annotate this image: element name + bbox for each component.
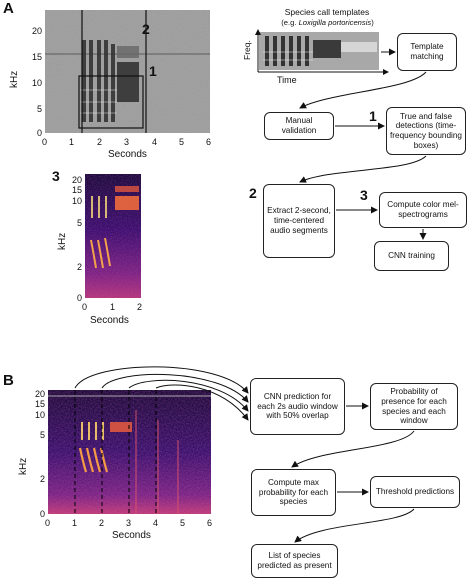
a-xtick-2: 2 (97, 137, 103, 147)
template-spectrogram (259, 32, 379, 70)
box-mel-spectrograms: Compute color mel-spectrograms (379, 192, 467, 228)
box-template-matching: Template matching (397, 33, 457, 71)
mel-spectrogram-b (48, 390, 211, 514)
s-xlabel: Seconds (90, 315, 129, 326)
a-xlabel: Seconds (108, 149, 147, 160)
a-xtick-0: 0 (42, 137, 48, 147)
a-xtick-1: 1 (69, 137, 75, 147)
box-extract-segments: Extract 2-second, time-centered audio se… (263, 184, 335, 258)
gray-spectrogram (45, 10, 210, 133)
b-xtick-2: 2 (99, 518, 105, 528)
b-ytick-5: 5 (39, 430, 45, 440)
a-ytick-15: 15 (31, 52, 42, 62)
s-xtick-2: 2 (137, 302, 143, 312)
a-xtick-5: 5 (179, 137, 185, 147)
a-ytick-5: 5 (36, 104, 42, 114)
box-cnn-training: CNN training (374, 241, 449, 271)
b-xtick-4: 4 (153, 518, 159, 528)
box-detections: True and false detections (time-frequenc… (386, 107, 466, 155)
s-ytick-5: 5 (76, 218, 82, 228)
a-xtick-4: 4 (152, 137, 158, 147)
box-cnn-prediction: CNN prediction for each 2s audio window … (250, 378, 345, 435)
templates-subtitle-suffix: ) (371, 18, 374, 27)
s-ytick-15: 15 (71, 185, 82, 195)
b-xtick-5: 5 (180, 518, 186, 528)
template-spectrogram-image (259, 32, 379, 70)
s-ytick-0: 0 (76, 293, 82, 303)
a-xtick-3: 3 (124, 137, 130, 147)
panel-label-a: A (3, 0, 14, 17)
b-xlabel: Seconds (112, 530, 151, 541)
a-ytick-10: 10 (31, 78, 42, 88)
b-xtick-1: 1 (72, 518, 78, 528)
marker-3-flow: 3 (360, 187, 368, 203)
templates-species-name: Loxigilla portoricensis (298, 18, 372, 27)
s-xtick-1: 1 (110, 302, 116, 312)
s-ytick-2: 2 (76, 262, 82, 272)
s-ytick-10: 10 (71, 196, 82, 206)
a-ytick-20: 20 (31, 26, 42, 36)
b-ytick-0: 0 (39, 509, 45, 519)
marker-2-spectrogram: 2 (142, 21, 150, 37)
b-ytick-15: 15 (34, 399, 45, 409)
templates-subtitle-prefix: (e.g. (281, 18, 299, 27)
template-time-label: Time (277, 75, 297, 85)
box-probability-presence: Probability of presence for each species… (370, 383, 458, 430)
b-xtick-3: 3 (126, 518, 132, 528)
marker-3-spectrogram: 3 (52, 168, 60, 184)
box-manual-validation: Manual validation (264, 112, 334, 140)
marker-2-flow: 2 (249, 185, 257, 201)
a-xtick-6: 6 (206, 137, 212, 147)
s-xtick-0: 0 (82, 302, 88, 312)
mel-spectrogram-small-image (85, 174, 141, 298)
templates-title: Species call templates (284, 7, 370, 17)
b-ytick-10: 10 (34, 410, 45, 420)
panel-label-b: B (3, 372, 14, 389)
marker-1-flow: 1 (369, 108, 377, 124)
b-xtick-6: 6 (207, 518, 213, 528)
a-ytick-0: 0 (36, 128, 42, 138)
b-ytick-2: 2 (39, 474, 45, 484)
template-axes (255, 29, 389, 75)
templates-subtitle: (e.g. Loxigilla portoricensis) (255, 18, 400, 27)
mel-spectrogram-small (85, 174, 141, 298)
s-ytick-20: 20 (71, 175, 82, 185)
gray-spectrogram-image (45, 10, 210, 133)
b-xtick-0: 0 (45, 518, 51, 528)
box-species-list: List of species predicted as present (251, 544, 338, 578)
marker-1-spectrogram: 1 (149, 63, 157, 79)
mel-spectrogram-b-image (48, 390, 211, 514)
b-ytick-20: 20 (34, 389, 45, 399)
box-max-probability: Compute max probability for each species (251, 469, 336, 516)
box-threshold: Threshold predictions (370, 476, 460, 508)
